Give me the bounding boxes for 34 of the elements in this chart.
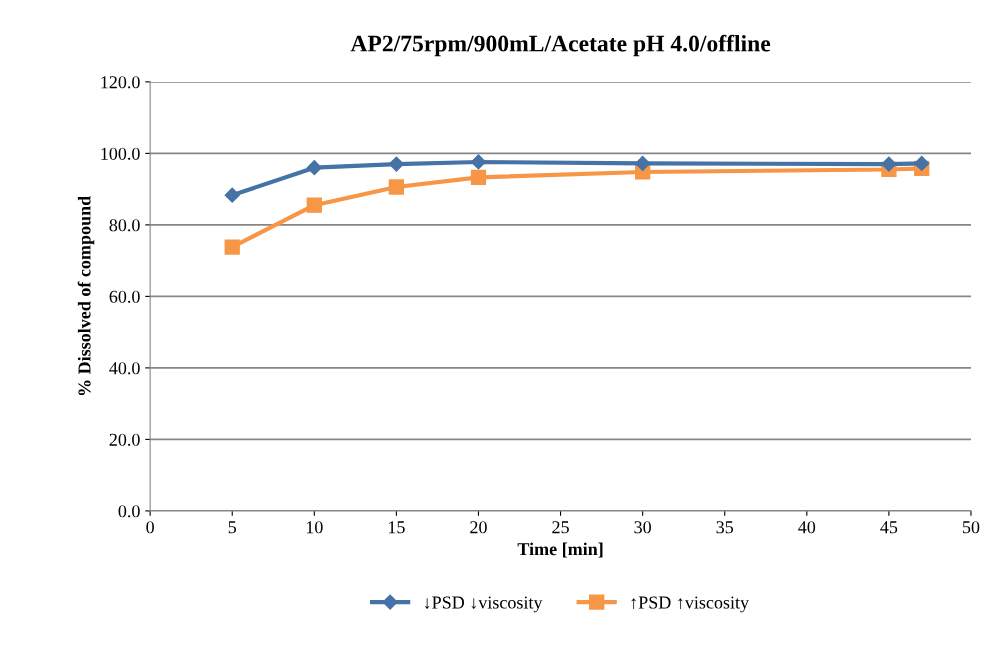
x-tick-label: 20 bbox=[470, 521, 487, 534]
point bbox=[224, 187, 240, 203]
x-tick-label: 35 bbox=[716, 521, 734, 534]
x-tick-label: 25 bbox=[552, 521, 569, 534]
y-tick-label: 20.0 bbox=[109, 433, 140, 446]
point bbox=[470, 169, 487, 185]
x-tick-label: 10 bbox=[306, 521, 323, 534]
x-tick-label: 15 bbox=[388, 521, 405, 534]
chart-title: AP2/75rpm/900mL/Acetate pH 4.0/offline bbox=[350, 34, 771, 57]
y-tick-label: 100.0 bbox=[101, 147, 140, 160]
x-axis-title: Time [min] bbox=[517, 542, 603, 558]
point bbox=[224, 239, 240, 255]
point bbox=[635, 155, 651, 171]
x-tick-label: 0 bbox=[146, 521, 154, 534]
x-tick-label: 40 bbox=[798, 521, 816, 534]
y-tick-label: 40.0 bbox=[109, 362, 140, 375]
y-axis-title: % Dissolved of compound bbox=[77, 196, 95, 396]
x-tick-label: 5 bbox=[228, 521, 237, 534]
y-tick-label: 60.0 bbox=[109, 290, 140, 303]
point bbox=[388, 179, 405, 195]
point bbox=[914, 155, 930, 171]
point bbox=[470, 154, 487, 170]
x-tick-label: 45 bbox=[880, 521, 898, 534]
legend-label: ↑PSD ↑viscosity bbox=[631, 596, 749, 613]
x-tick-label: 30 bbox=[634, 521, 651, 534]
y-tick-label: 0.0 bbox=[118, 505, 140, 518]
y-tick-label: 80.0 bbox=[109, 219, 140, 232]
point bbox=[306, 197, 322, 213]
point bbox=[881, 156, 897, 172]
legend-label: ↓PSD ↓viscosity bbox=[425, 596, 543, 613]
y-tick-label: 120.0 bbox=[101, 76, 140, 89]
point bbox=[306, 160, 322, 176]
x-tick-label: 50 bbox=[962, 521, 980, 534]
point bbox=[388, 156, 404, 172]
